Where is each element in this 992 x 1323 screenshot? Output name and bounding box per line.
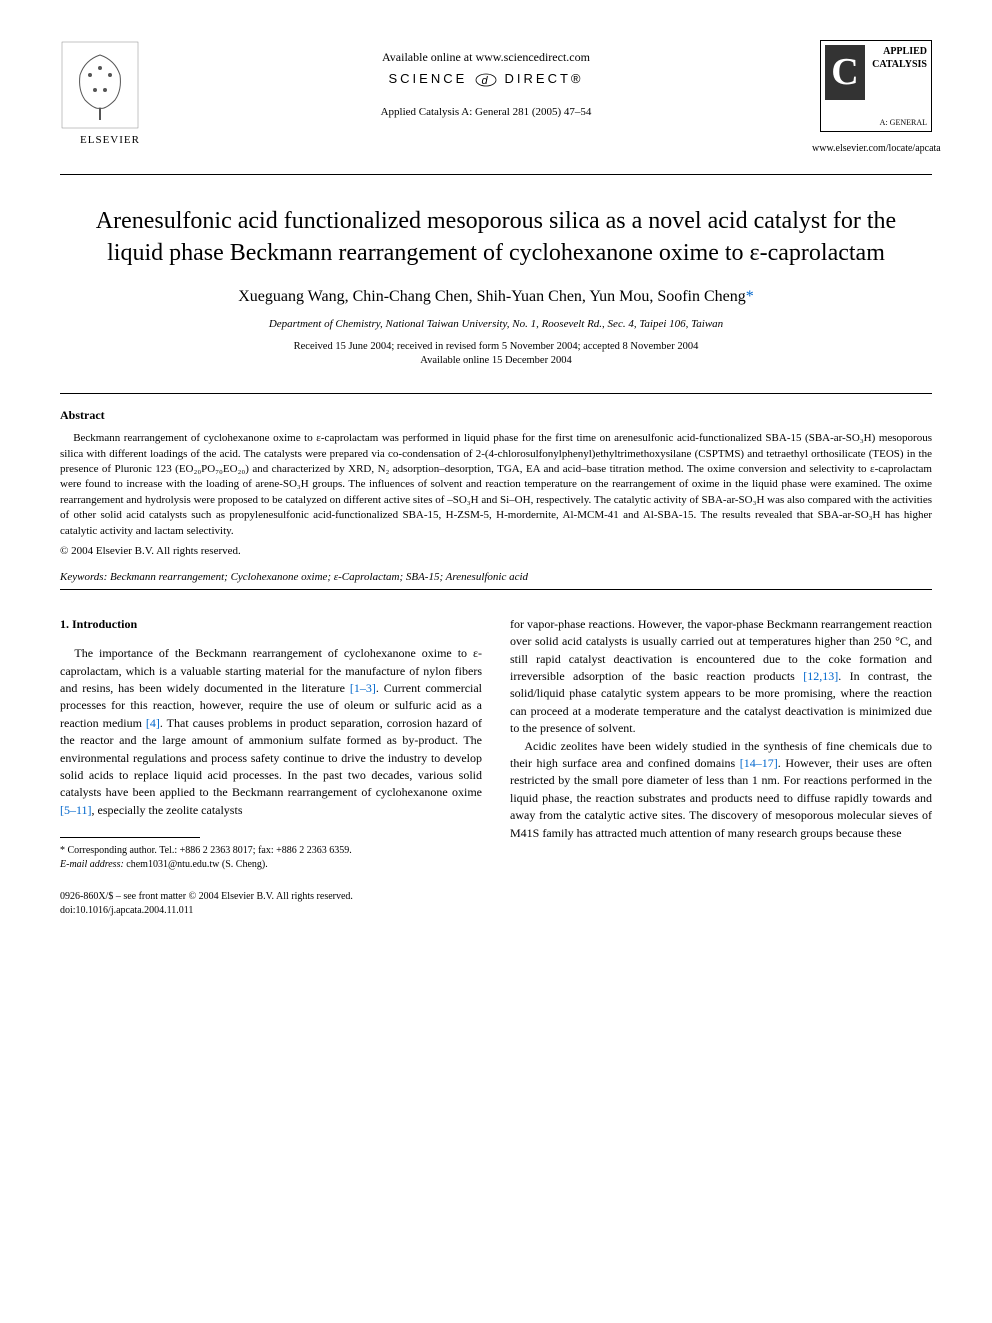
keywords-text: Beckmann rearrangement; Cyclohexanone ox… (107, 571, 528, 583)
journal-c-icon: C (825, 45, 865, 100)
authors-text: Xueguang Wang, Chin-Chang Chen, Shih-Yua… (238, 288, 746, 305)
article-dates: Received 15 June 2004; received in revis… (60, 340, 932, 369)
keywords-line: Keywords: Beckmann rearrangement; Cycloh… (60, 571, 932, 583)
corresponding-author-text: * Corresponding author. Tel.: +886 2 236… (60, 844, 482, 858)
ref-link-14-17[interactable]: [14–17] (740, 756, 778, 770)
abstract-heading: Abstract (60, 408, 932, 423)
affiliation: Department of Chemistry, National Taiwan… (60, 318, 932, 330)
page-header: ELSEVIER Available online at www.science… (60, 40, 932, 154)
intro-para-1-cont: for vapor-phase reactions. However, the … (510, 616, 932, 738)
email-label: E-mail address: (60, 859, 124, 870)
journal-reference: Applied Catalysis A: General 281 (2005) … (160, 106, 812, 118)
available-online-text: Available online at www.sciencedirect.co… (160, 50, 812, 65)
abstract-text: Beckmann rearrangement of cyclohexanone … (60, 431, 932, 539)
sciencedirect-logo-text: SCIENCE d DIRECT® (160, 71, 812, 88)
doi-block: 0926-860X/$ – see front matter © 2004 El… (60, 890, 482, 918)
email-line: E-mail address: chem1031@ntu.edu.tw (S. … (60, 858, 482, 872)
elsevier-tree-icon (60, 40, 140, 130)
corresponding-star-icon: * (746, 288, 754, 305)
header-divider (60, 174, 932, 175)
publisher-logo-block: ELSEVIER (60, 40, 160, 146)
section-1-heading: 1. Introduction (60, 616, 482, 633)
online-date: Available online 15 December 2004 (60, 354, 932, 369)
doi-text: doi:10.1016/j.apcata.2004.11.011 (60, 904, 482, 918)
sciencedirect-label2: DIRECT® (505, 71, 584, 86)
email-value: chem1031@ntu.edu.tw (S. Cheng). (124, 859, 268, 870)
intro-para-1: The importance of the Beckmann rearrange… (60, 645, 482, 819)
abstract-top-divider (60, 393, 932, 394)
keywords-label: Keywords: (60, 571, 107, 583)
journal-cover-icon: C APPLIEDCATALYSIS A: GENERAL (820, 40, 932, 132)
article-title: Arenesulfonic acid functionalized mesopo… (80, 205, 912, 270)
ref-link-12-13[interactable]: [12,13] (803, 669, 838, 683)
elsevier-label: ELSEVIER (60, 134, 160, 146)
journal-logo-title: APPLIEDCATALYSIS (872, 45, 927, 71)
right-column: for vapor-phase reactions. However, the … (510, 616, 932, 918)
svg-text:d: d (481, 75, 490, 87)
journal-url: www.elsevier.com/locate/apcata (812, 143, 932, 154)
journal-logo-block: C APPLIEDCATALYSIS A: GENERAL www.elsevi… (812, 40, 932, 154)
header-center: Available online at www.sciencedirect.co… (160, 40, 812, 118)
abstract-copyright: © 2004 Elsevier B.V. All rights reserved… (60, 545, 932, 557)
keywords-divider (60, 589, 932, 590)
ref-link-5-11[interactable]: [5–11] (60, 803, 92, 817)
author-list: Xueguang Wang, Chin-Chang Chen, Shih-Yua… (60, 288, 932, 306)
corresponding-footnote: * Corresponding author. Tel.: +886 2 236… (60, 844, 482, 872)
ref-link-1-3[interactable]: [1–3] (350, 681, 376, 695)
journal-page: ELSEVIER Available online at www.science… (0, 0, 992, 958)
left-column: 1. Introduction The importance of the Be… (60, 616, 482, 918)
journal-logo-subtitle: A: GENERAL (880, 118, 927, 127)
ref-link-4[interactable]: [4] (146, 716, 160, 730)
body-columns: 1. Introduction The importance of the Be… (60, 616, 932, 918)
received-date: Received 15 June 2004; received in revis… (60, 340, 932, 355)
sciencedirect-label: SCIENCE (388, 71, 467, 86)
intro-para-2: Acidic zeolites have been widely studied… (510, 738, 932, 842)
footnote-divider (60, 837, 200, 838)
front-matter-text: 0926-860X/$ – see front matter © 2004 El… (60, 890, 482, 904)
